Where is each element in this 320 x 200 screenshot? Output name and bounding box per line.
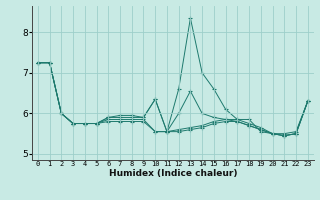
X-axis label: Humidex (Indice chaleur): Humidex (Indice chaleur) xyxy=(108,169,237,178)
